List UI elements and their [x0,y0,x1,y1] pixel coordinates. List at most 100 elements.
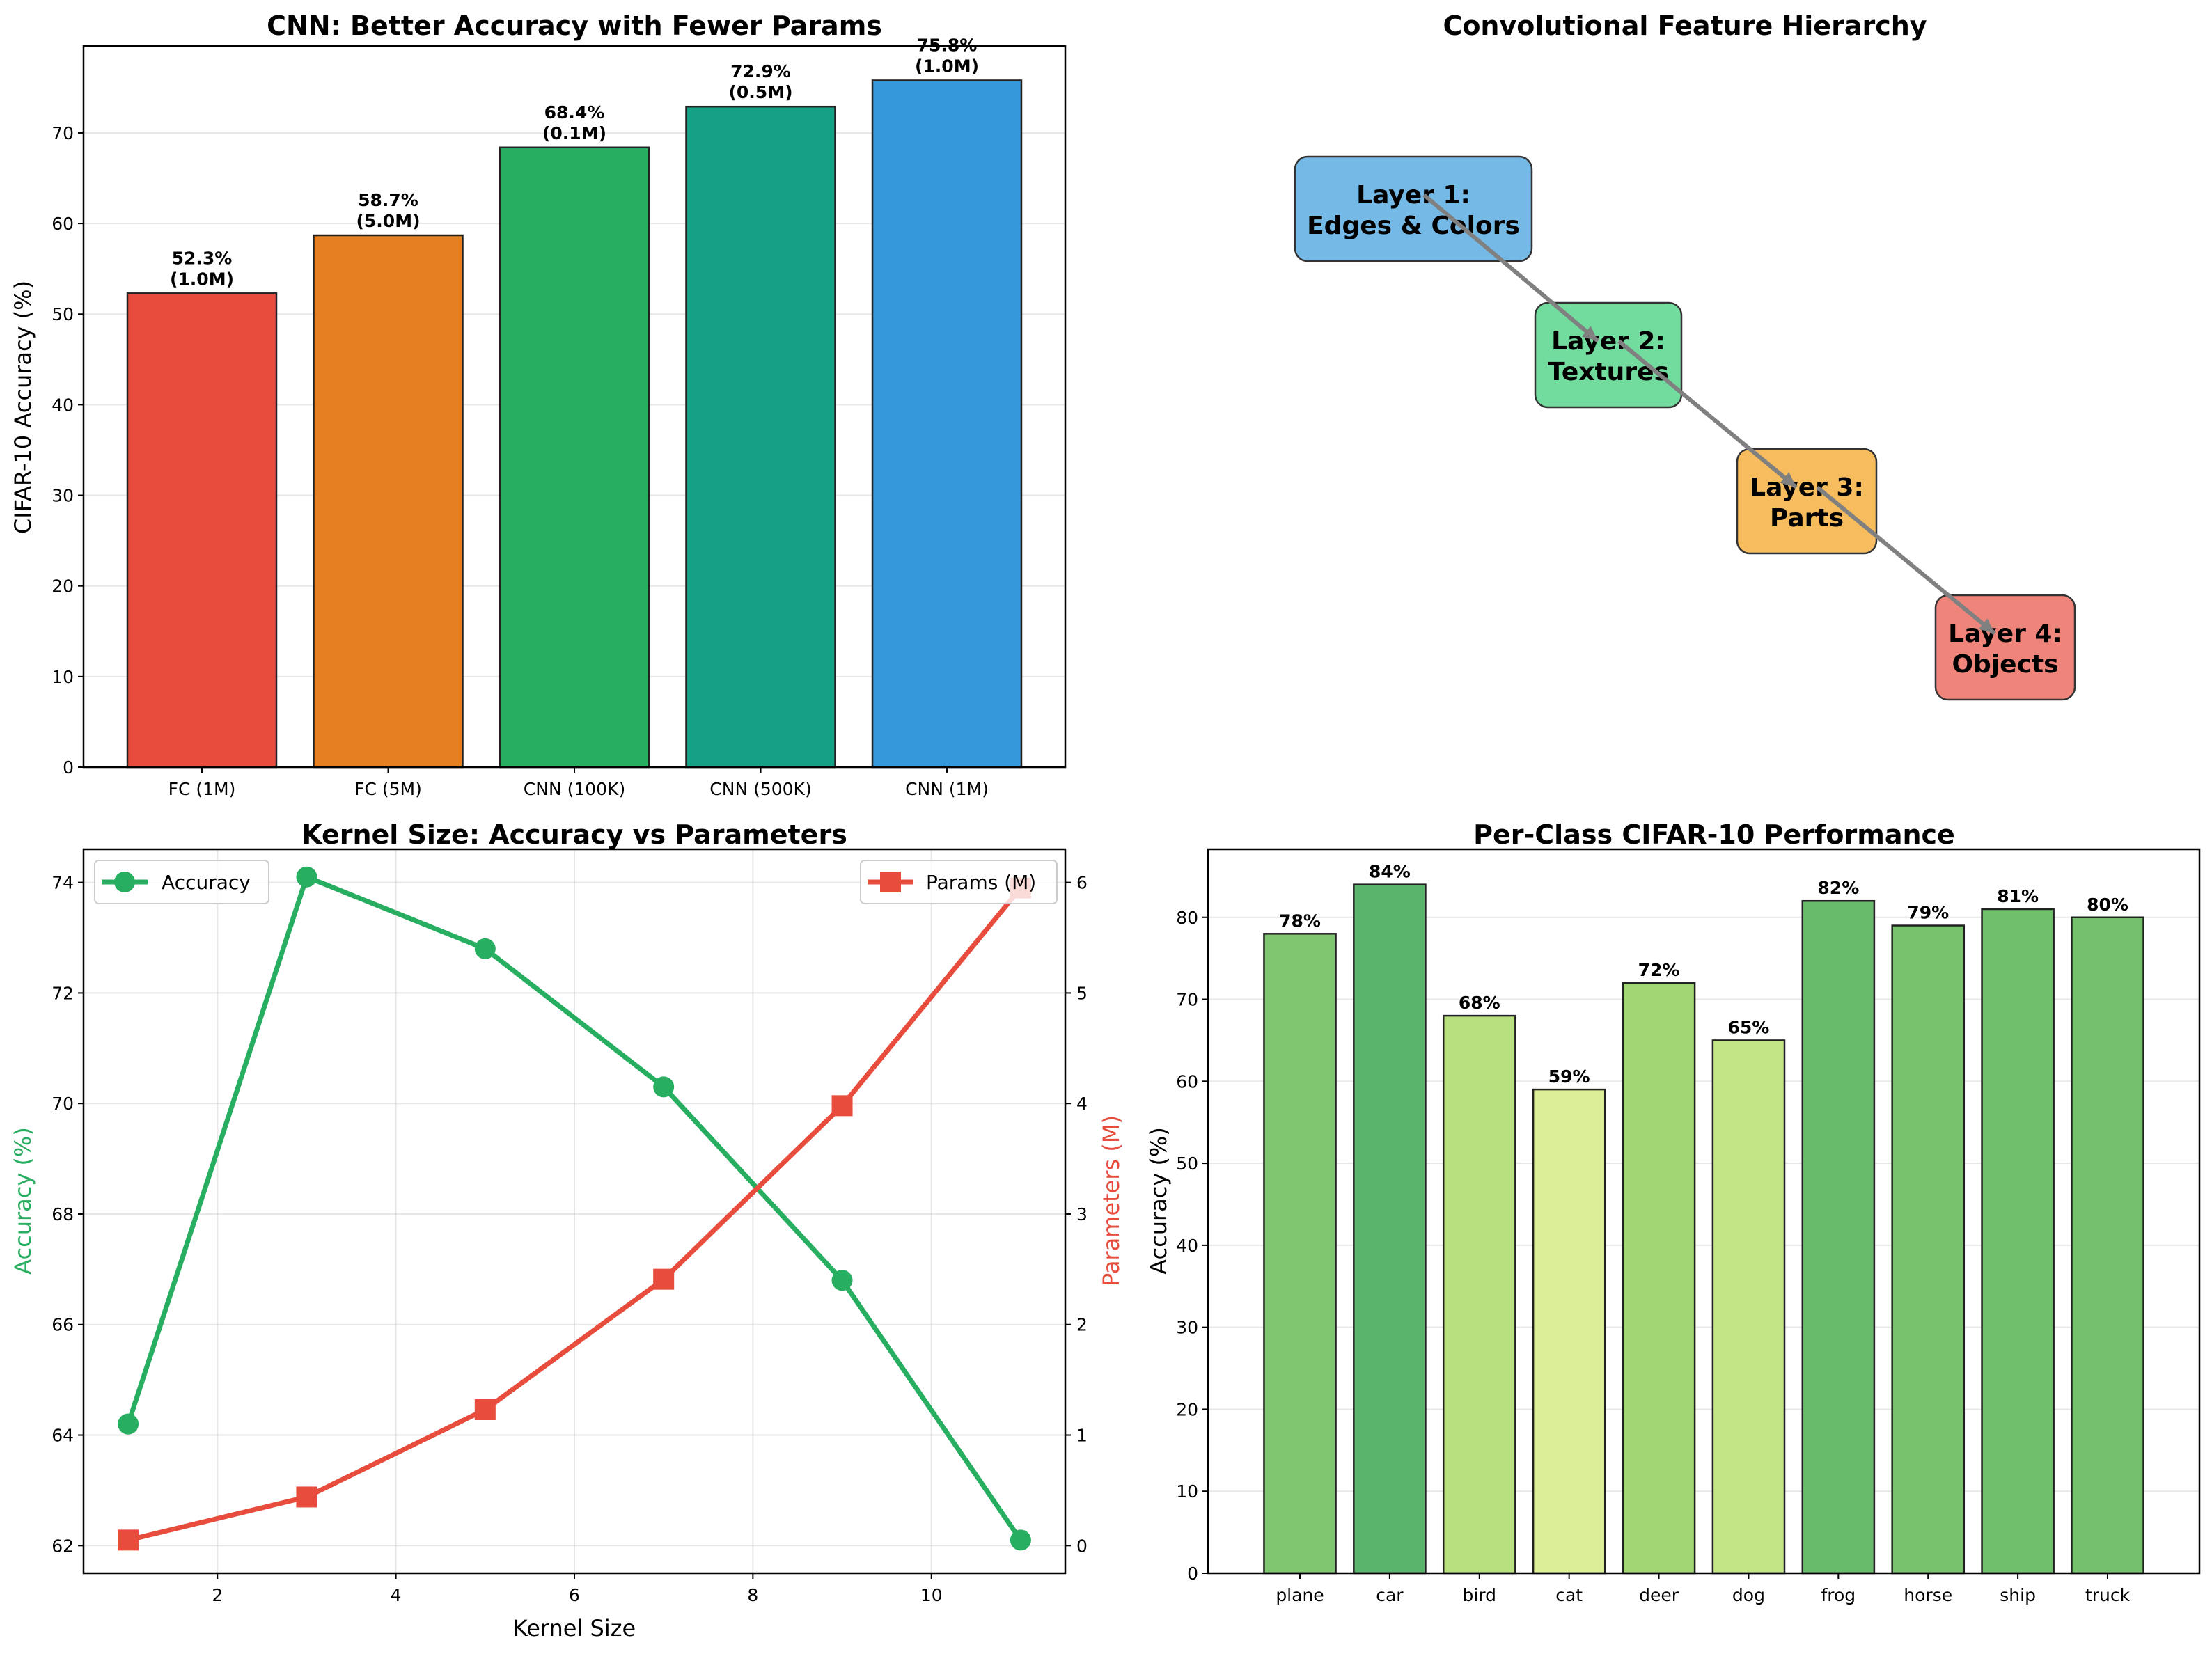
y-tick-label: 60 [1176,1071,1198,1092]
y-axis-label: Accuracy (%) [1145,1127,1172,1275]
x-tick-label: CNN (100K) [524,779,625,799]
y-axis-label-left: Accuracy (%) [10,1127,36,1275]
data-label: 79% [1907,903,1949,923]
x-tick-label: frog [1821,1585,1856,1605]
layer-node-2: Layer 2: Textures [1534,301,1683,409]
panel-per-class: Per-Class CIFAR-10 Performance Accuracy … [1145,819,2201,1605]
bar-bird [1442,1014,1516,1575]
panel-feature-hierarchy: Convolutional Feature Hierarchy Layer 1:… [1294,10,2076,701]
y-tick-label-left: 66 [52,1315,74,1335]
y-tick-label-left: 70 [52,1094,74,1114]
y-tick-label: 10 [1176,1481,1198,1502]
y-tick-label: 30 [52,486,74,506]
chart-title: Per-Class CIFAR-10 Performance [1473,819,1955,850]
y-axis-label-right: Parameters (M) [1098,1115,1124,1286]
data-label: 58.7% (5.0M) [356,190,420,231]
y-tick-label-right: 4 [1076,1094,1088,1114]
legend-box [860,860,1058,904]
data-label: 75.8% (1.0M) [915,35,979,76]
data-point-accuracy [474,938,496,959]
chart-title: CNN: Better Accuracy with Fewer Params [267,10,882,41]
data-label: 72% [1638,960,1680,980]
layer-label: Layer 2: Textures [1548,327,1669,386]
x-tick-label: 2 [212,1585,223,1605]
x-tick-label: horse [1904,1585,1952,1605]
y-tick-label: 30 [1176,1318,1198,1338]
y-tick-label-right: 0 [1076,1536,1088,1556]
x-tick-label: bird [1463,1585,1497,1605]
y-tick-label: 10 [52,667,74,687]
x-tick-label: 10 [920,1585,943,1605]
y-tick-label: 60 [52,214,74,234]
layer-box [1534,301,1683,409]
legend-label: Params (M) [926,871,1036,894]
y-tick-label: 70 [52,123,74,143]
x-tick-label: dog [1732,1585,1765,1605]
y-tick-label-right: 5 [1076,983,1088,1003]
bar-plane [1263,933,1337,1575]
arrow-head [1581,326,1598,341]
arrow-edge [1617,339,1798,489]
data-label: 52.3% (1.0M) [170,248,234,289]
legend-accuracy: Accuracy [94,860,269,904]
y-tick-label: 70 [1176,990,1198,1010]
data-label: 59% [1548,1066,1590,1087]
y-tick-label-left: 72 [52,983,74,1003]
y-tick-label: 0 [1187,1564,1198,1584]
y-tick-label: 40 [1176,1236,1198,1256]
layer-node-1: Layer 1: Edges & Colors [1294,155,1533,262]
plot-frame [1207,848,2201,1575]
layer-label: Layer 4: Objects [1948,620,2062,679]
data-point-accuracy [296,866,317,888]
y-tick-label-right: 2 [1076,1315,1088,1335]
y-tick-label: 20 [52,576,74,597]
x-tick-label: FC (1M) [168,779,236,799]
data-point-accuracy [653,1076,675,1098]
arrow-head [1780,472,1796,487]
bar-cnn-500k- [685,105,836,769]
y-tick-label-right: 3 [1076,1204,1088,1224]
y-tick-label: 0 [63,757,74,778]
data-label: 80% [2087,895,2128,915]
y-tick-label-left: 62 [52,1536,74,1556]
y-tick-label-left: 74 [52,873,74,893]
series-line-accuracy [125,874,1023,1542]
data-label: 81% [1997,886,2039,906]
data-point-params [653,1268,675,1290]
arrow-edge [1422,193,1599,343]
plot-frame [82,848,1067,1575]
y-axis-label: CIFAR-10 Accuracy (%) [10,281,36,534]
x-tick-label: CNN (500K) [709,779,811,799]
data-label: 68% [1459,993,1500,1013]
x-tick-label: 6 [569,1585,580,1605]
x-tick-label: deer [1639,1585,1679,1605]
x-tick-label: truck [2085,1585,2131,1605]
x-tick-label: CNN (1M) [905,779,989,799]
y-tick-label-left: 68 [52,1204,74,1224]
chart-title: Kernel Size: Accuracy vs Parameters [301,819,847,850]
panel-accuracy-vs-params: CNN: Better Accuracy with Fewer Params C… [10,10,1067,799]
bar-cnn-100k- [499,146,650,769]
layer-label: Layer 1: Edges & Colors [1307,181,1520,240]
x-tick-label: 4 [391,1585,402,1605]
data-label: 68.4% (0.1M) [542,102,606,143]
x-tick-label: car [1376,1585,1404,1605]
data-point-params [118,1529,139,1551]
series-line-params [127,886,1023,1543]
data-point-params [831,1095,853,1117]
arrow-edge [1816,485,1996,636]
y-tick-label-right: 1 [1076,1426,1088,1446]
data-label: 65% [1728,1017,1770,1037]
data-point-accuracy [118,1413,139,1435]
bar-cnn-1m- [871,79,1023,769]
y-tick-label: 40 [52,395,74,415]
bar-car [1353,883,1427,1575]
x-axis-label: Kernel Size [513,1615,636,1641]
legend-label: Accuracy [162,871,251,894]
x-tick-label: FC (5M) [354,779,422,799]
legend-marker [114,872,135,892]
bar-cat [1532,1088,1606,1575]
panel-kernel-size: Kernel Size: Accuracy vs Parameters Kern… [10,819,1124,1641]
y-tick-label: 20 [1176,1399,1198,1419]
